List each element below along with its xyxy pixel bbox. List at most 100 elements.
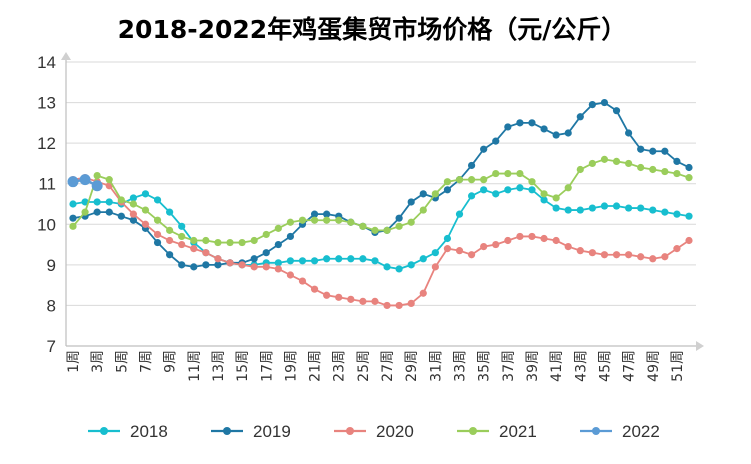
data-point-2020 <box>492 240 500 249</box>
data-point-2019 <box>274 240 282 249</box>
data-point-2019 <box>661 147 669 155</box>
legend-item-2018[interactable]: 2018 <box>88 422 168 441</box>
data-point-2020 <box>600 251 609 259</box>
data-point-2019 <box>93 208 101 216</box>
data-point-2020 <box>564 243 572 251</box>
y-tick-label: 13 <box>37 94 56 113</box>
data-point-2019 <box>492 137 500 145</box>
legend[interactable]: 2018 2019 2020 2021 2022 <box>88 422 660 441</box>
data-point-2018 <box>347 255 355 263</box>
data-point-2020 <box>431 263 439 271</box>
data-point-2020 <box>443 245 452 253</box>
series-line-2020 <box>72 176 690 307</box>
y-axis-arrow-icon <box>61 52 71 60</box>
data-point-2020 <box>528 232 536 241</box>
data-point-2021 <box>190 236 198 245</box>
data-point-2021 <box>226 238 234 247</box>
data-point-2019 <box>528 119 536 127</box>
data-point-2020 <box>178 240 186 249</box>
x-tick-label: 33周 <box>453 350 469 382</box>
data-point-2020 <box>588 249 596 257</box>
data-point-2021 <box>178 232 186 241</box>
y-tick-label: 10 <box>37 215 56 234</box>
data-point-2020 <box>540 234 548 243</box>
y-tick-label: 9 <box>47 256 56 275</box>
data-point-2018 <box>383 263 391 271</box>
data-point-2020 <box>214 255 222 263</box>
x-tick-label: 27周 <box>380 350 396 382</box>
data-point-2021 <box>528 178 536 186</box>
x-tick-label: 1周 <box>66 350 82 373</box>
data-point-2021 <box>371 226 379 234</box>
data-point-2018 <box>625 204 633 212</box>
data-point-2019 <box>202 261 210 269</box>
data-point-2018 <box>359 255 367 263</box>
data-point-2018 <box>552 204 560 212</box>
data-point-2018 <box>129 194 137 202</box>
y-tick-label: 14 <box>37 53 56 72</box>
legend-marker-icon <box>469 427 477 435</box>
legend-item-2022[interactable]: 2022 <box>580 422 660 441</box>
x-tick-label: 9周 <box>163 350 179 373</box>
data-point-2019 <box>612 107 621 115</box>
data-point-2018 <box>274 259 282 267</box>
data-point-2020 <box>576 247 584 255</box>
data-point-2020 <box>673 245 681 253</box>
data-point-2020 <box>455 247 464 255</box>
data-point-2018 <box>637 204 645 212</box>
legend-item-2020[interactable]: 2020 <box>334 422 414 441</box>
data-point-2021 <box>685 174 693 182</box>
x-tick-label: 39周 <box>525 350 541 382</box>
x-tick-label: 35周 <box>477 350 493 382</box>
data-point-2018 <box>455 210 464 218</box>
data-point-2021 <box>407 218 415 226</box>
data-point-2018 <box>105 198 113 206</box>
data-point-2020 <box>226 259 234 267</box>
data-point-2021 <box>202 236 210 245</box>
data-point-2021 <box>286 218 295 226</box>
data-point-2020 <box>166 236 174 245</box>
x-tick-label: 37周 <box>501 350 517 382</box>
data-point-2018 <box>178 222 186 230</box>
x-tick-label: 45周 <box>597 350 613 382</box>
data-point-2019 <box>564 129 572 137</box>
data-point-2021 <box>238 238 246 247</box>
y-axis-ticks: 7 8 9 10 11 12 13 14 <box>37 53 56 356</box>
data-point-2021 <box>576 165 584 174</box>
x-tick-label: 29周 <box>404 350 420 382</box>
legend-label: 2020 <box>376 422 414 441</box>
data-point-2019 <box>129 216 137 224</box>
data-point-2019 <box>625 129 633 137</box>
data-point-2021 <box>504 169 512 178</box>
x-axis-ticks: 1周 3周 5周 7周 9周 11周 13周 15周 17周 19周 21周 23周 25周 27周 29周… <box>66 350 686 382</box>
x-tick-label: 19周 <box>283 350 299 382</box>
data-point-2020 <box>612 251 621 259</box>
series-2019 <box>69 98 693 271</box>
data-point-2020 <box>625 251 633 259</box>
data-point-2020 <box>286 271 295 279</box>
x-tick-label: 41周 <box>549 350 565 382</box>
x-tick-label: 7周 <box>138 350 154 373</box>
x-tick-label: 43周 <box>573 350 589 382</box>
legend-item-2019[interactable]: 2019 <box>211 422 291 441</box>
data-point-2018 <box>310 257 319 265</box>
data-point-2018 <box>576 206 584 214</box>
x-tick-label: 13周 <box>211 350 227 382</box>
x-tick-label: 25周 <box>356 350 372 382</box>
legend-item-2021[interactable]: 2021 <box>457 422 537 441</box>
data-point-2018 <box>141 190 150 198</box>
data-point-2018 <box>564 206 572 214</box>
data-point-2021 <box>274 224 282 232</box>
data-point-2018 <box>504 186 512 194</box>
data-point-2020 <box>637 253 645 261</box>
x-tick-label: 31周 <box>428 350 444 382</box>
data-point-2019 <box>516 119 524 127</box>
data-point-2018 <box>480 186 488 194</box>
data-point-2019 <box>153 238 162 247</box>
y-tick-label: 7 <box>47 337 56 356</box>
data-point-2021 <box>383 226 391 234</box>
data-point-2021 <box>214 238 222 247</box>
x-axis-arrow-icon <box>696 341 704 351</box>
data-point-2018 <box>407 261 415 269</box>
data-point-2021 <box>419 206 427 214</box>
